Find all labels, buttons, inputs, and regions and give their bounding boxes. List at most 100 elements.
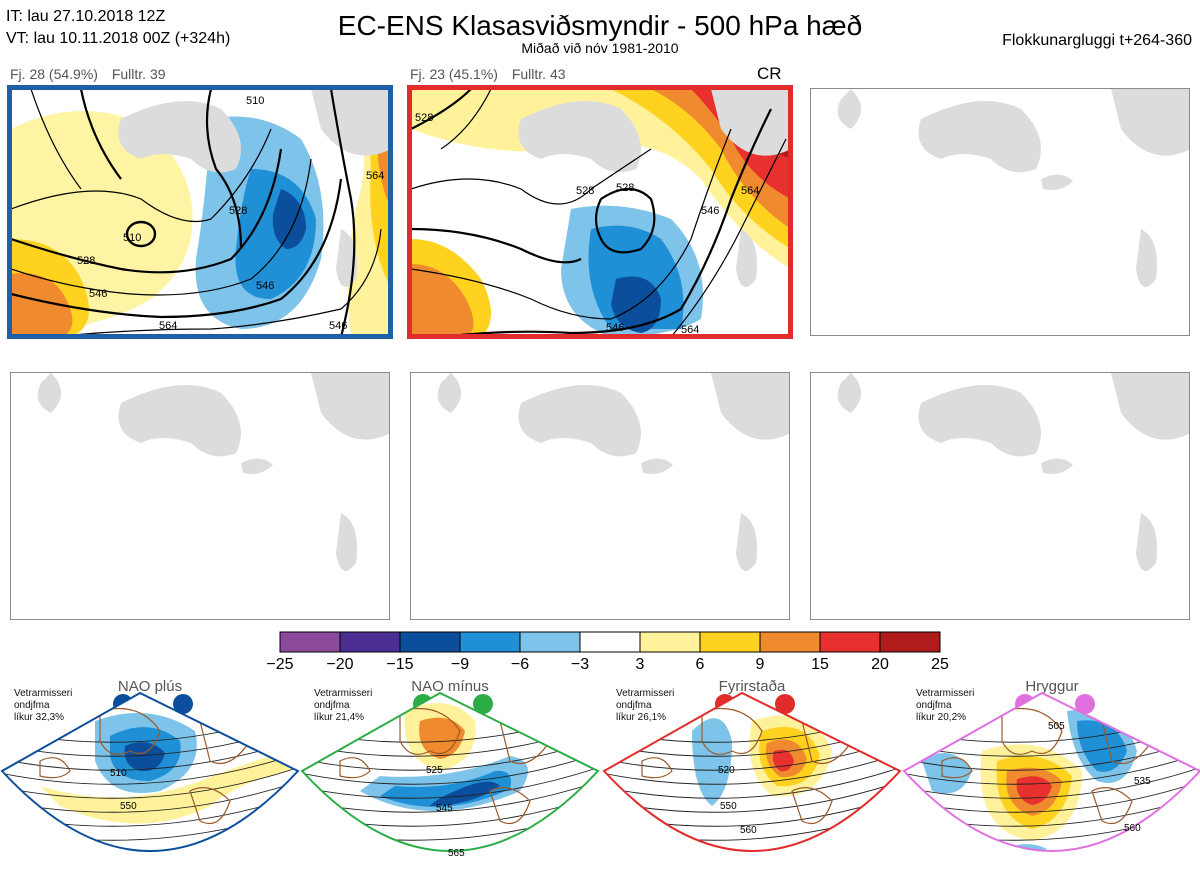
- regime-contour: [302, 752, 598, 785]
- regime-info: Vetrarmisseri ondjfma líkur 26,1%: [616, 688, 674, 724]
- colorbar-swatch: [519, 631, 581, 653]
- colorbar-tick-label: 9: [755, 656, 765, 673]
- regime-frame: [0, 691, 300, 852]
- contour-label: 564: [366, 170, 384, 182]
- cluster-1-label: Fj. 28 (54.9%) Fulltr. 39: [10, 66, 176, 82]
- regime-contour: [2, 752, 298, 785]
- colorbar-tick-label: −9: [450, 656, 470, 673]
- colorbar-swatch: [759, 631, 821, 653]
- contour-low: [125, 220, 157, 248]
- colorbar-tick-label: −25: [266, 656, 294, 673]
- regime-title: Hryggur: [1025, 678, 1079, 695]
- regime-contour: [904, 752, 1200, 785]
- regime-info-line: Vetrarmisseri: [616, 688, 675, 699]
- regime-contour: [604, 752, 900, 785]
- colorbar-tick-label: 6: [695, 656, 705, 673]
- cluster-1-representative: Fulltr. 39: [111, 66, 166, 82]
- colorbar-tick-label: −3: [570, 656, 590, 673]
- contour-label: 528: [415, 112, 433, 124]
- anomaly-positive: [11, 273, 73, 335]
- colorbar-swatch: [699, 631, 761, 653]
- colorbar-tick-label: 3: [635, 656, 645, 673]
- regime-indicator-dot: [775, 694, 795, 714]
- regime-contour-label: 550: [720, 801, 737, 812]
- colorbar-tick-label: 25: [931, 656, 949, 673]
- regime-map: 520 550 560: [602, 691, 902, 852]
- colorbar-tick-label: −20: [326, 656, 354, 673]
- regime-contour-label: 560: [1124, 823, 1141, 834]
- regime-anomaly: [430, 781, 500, 806]
- britain-land: [736, 229, 757, 287]
- regime-frame: [602, 691, 902, 852]
- regime-contour: [904, 766, 1200, 799]
- anomaly-negative: [611, 276, 661, 333]
- cluster-6-map-empty: [810, 372, 1190, 620]
- scandinavia-land: [311, 89, 389, 156]
- regime-anomaly: [124, 742, 165, 772]
- regime-info-line: Vetrarmisseri: [916, 688, 975, 699]
- colorbar-swatch: [399, 631, 461, 653]
- colorbar: [279, 631, 941, 653]
- regime-info-line: líkur 20,2%: [916, 712, 967, 723]
- colorbar-swatch: [459, 631, 521, 653]
- regime-frame: [902, 691, 1200, 852]
- cluster-1-count: Fj. 28 (54.9%): [10, 66, 98, 82]
- colorbar-tick-label: −15: [386, 656, 414, 673]
- regime-title: NAO plús: [117, 678, 183, 695]
- cluster-1-map: 510 528 546 564 510 528 546 564 546: [10, 88, 390, 336]
- anomaly-negative: [272, 189, 306, 249]
- regime-contour-label: 545: [436, 803, 453, 814]
- regime-info: Vetrarmisseri ondjfma líkur 21,4%: [314, 688, 372, 724]
- cluster-5-map-empty: [410, 372, 790, 620]
- contour-label: 564: [741, 185, 759, 197]
- cluster-2-representative: Fulltr. 43: [511, 66, 566, 82]
- regime-map: 505 535 560: [902, 691, 1200, 852]
- regime-info-line: ondjfma: [916, 700, 952, 711]
- regime-contour-label: 535: [1134, 776, 1151, 787]
- contour-label: 528: [229, 205, 247, 217]
- regime-title: Fyrirstaða: [718, 678, 786, 695]
- regime-indicator-dot: [173, 694, 193, 714]
- colorbar-swatch: [819, 631, 881, 653]
- contour-label: 546: [606, 322, 624, 334]
- cluster-2-count: Fj. 23 (45.1%): [410, 66, 498, 82]
- regime-contour-label: 565: [448, 848, 465, 859]
- colorbar-tick-label: −6: [510, 656, 530, 673]
- regime-anomaly: [772, 749, 794, 772]
- contour-label: 546: [329, 320, 347, 332]
- regime-frame: [300, 691, 600, 852]
- regime-anomaly: [40, 751, 290, 824]
- contour-label: 528: [616, 182, 634, 194]
- colorbar-swatch: [339, 631, 401, 653]
- regime-contour-label: 525: [426, 765, 443, 776]
- cluster-2-map: 528 528 546 564 528 546 564: [410, 88, 790, 336]
- chart-title: EC-ENS Klasasviðsmyndir - 500 hPa hæð: [337, 10, 863, 41]
- contour-label: 564: [681, 324, 699, 336]
- regime-info-line: Vetrarmisseri: [314, 688, 373, 699]
- regime-contour-label: 550: [120, 801, 137, 812]
- regime-contour-label: 520: [718, 765, 735, 776]
- regime-info-line: líkur 32,3%: [14, 712, 65, 723]
- regime-info-line: líkur 21,4%: [314, 712, 365, 723]
- regime-indicator-dot: [1075, 694, 1095, 714]
- cluster-4-map-empty: [10, 372, 390, 620]
- classification-window: Flokkunargluggi t+264-360: [1002, 32, 1192, 49]
- cluster-3-map-empty: [810, 88, 1190, 336]
- colorbar-swatch: [639, 631, 701, 653]
- regime-contour: [302, 766, 598, 799]
- greenland-land: [518, 101, 641, 173]
- colorbar-swatch: [879, 631, 941, 653]
- regime-info-line: Vetrarmisseri: [14, 688, 73, 699]
- contour-label: 546: [701, 205, 719, 217]
- init-time: IT: lau 27.10.2018 12Z: [6, 8, 166, 25]
- colorbar-swatch: [279, 631, 341, 653]
- regime-info-line: líkur 26,1%: [616, 712, 667, 723]
- anomaly-positive: [411, 264, 474, 335]
- regime-contour-label: 505: [1048, 721, 1065, 732]
- regime-contour: [2, 766, 298, 799]
- regime-anomaly: [922, 753, 972, 794]
- control-run-badge: CR: [757, 64, 782, 83]
- regime-contour-label: 510: [110, 768, 127, 779]
- scandinavia-land: [711, 89, 789, 156]
- valid-time: VT: lau 10.11.2018 00Z (+324h): [6, 30, 231, 47]
